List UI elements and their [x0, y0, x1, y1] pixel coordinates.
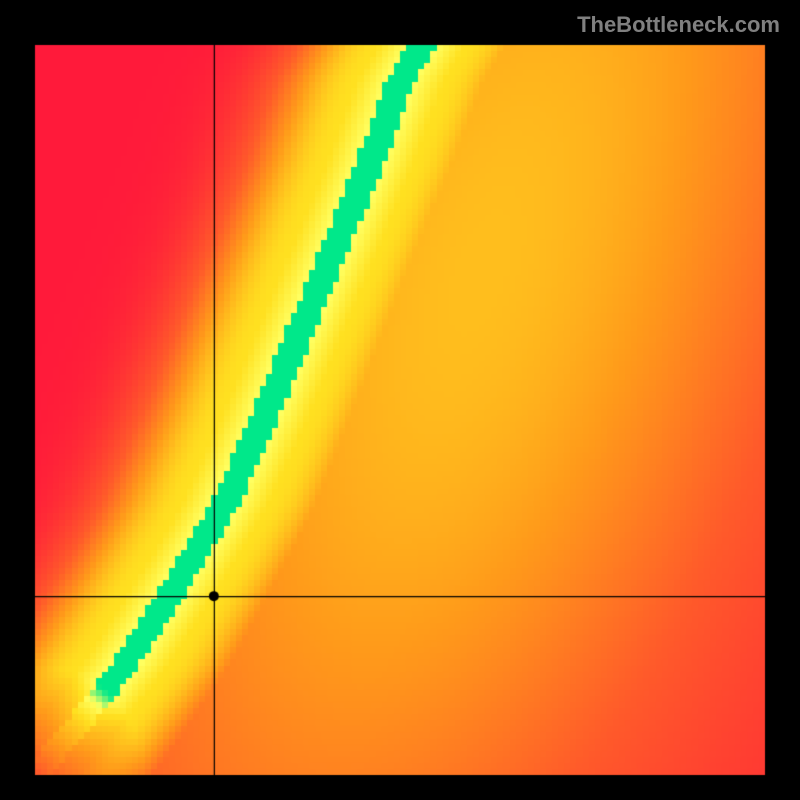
chart-container: TheBottleneck.com [0, 0, 800, 800]
bottleneck-heatmap [0, 0, 800, 800]
watermark-text: TheBottleneck.com [577, 12, 780, 38]
